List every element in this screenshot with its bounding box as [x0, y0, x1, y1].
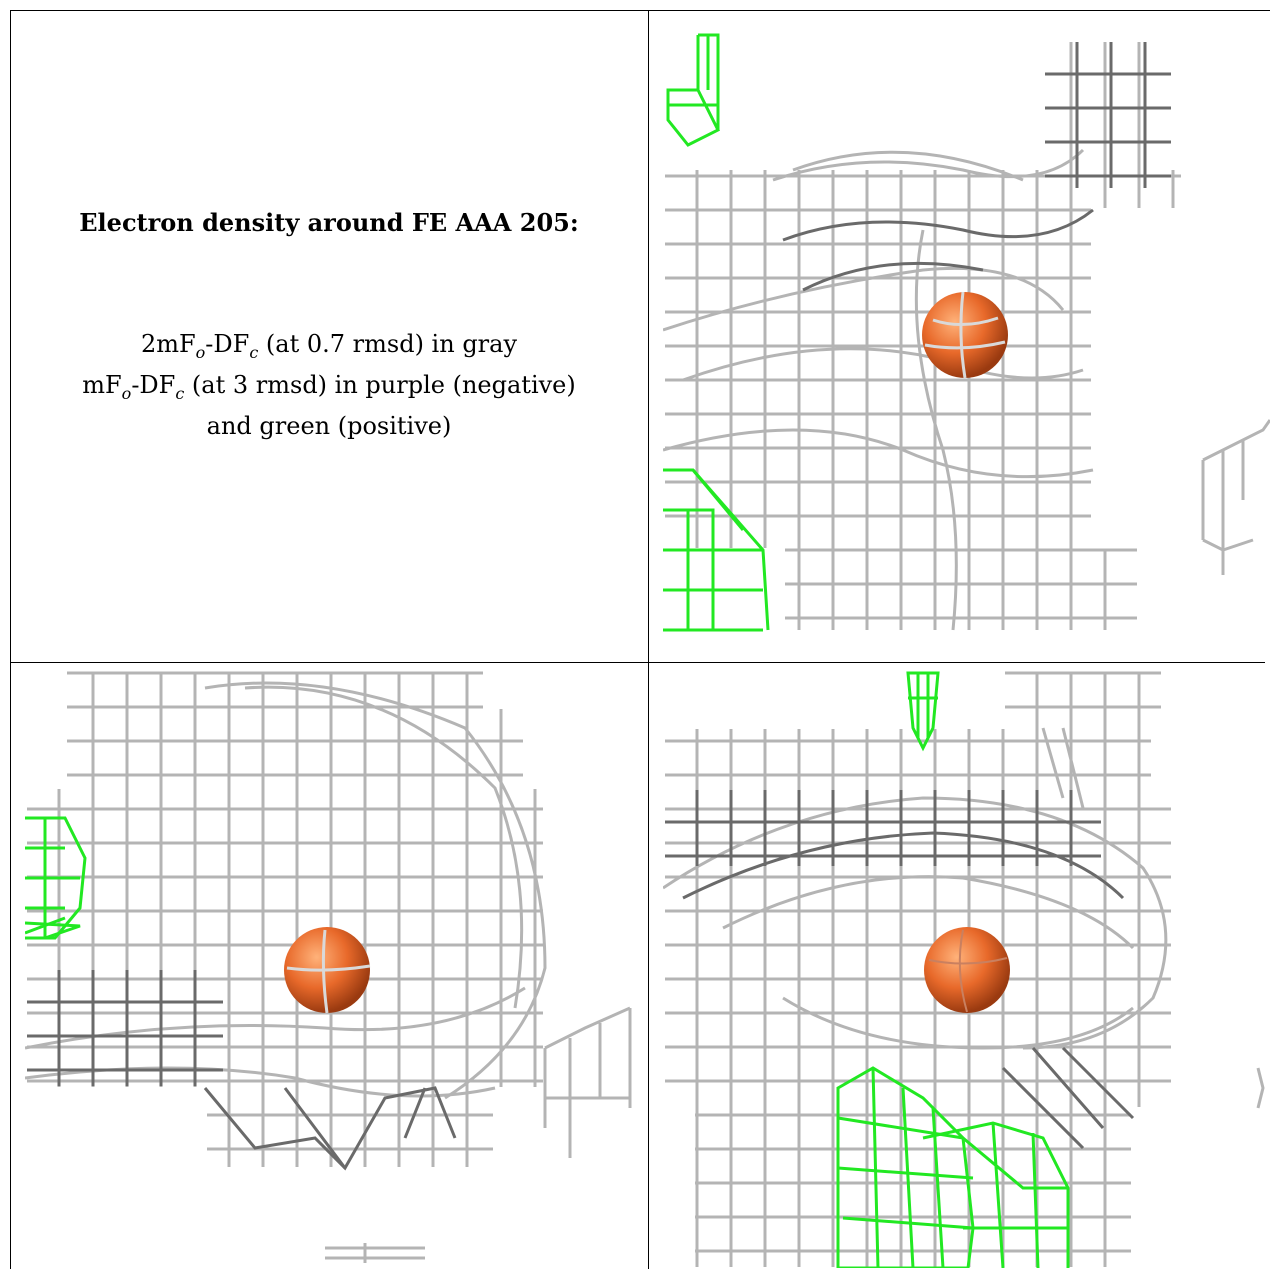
mesh-contour [682, 347, 1084, 382]
mesh-contour [802, 261, 984, 292]
mesh-fofc-positive-green [663, 33, 770, 632]
frame-top-border [10, 10, 648, 11]
mesh-contour [962, 1122, 1068, 1268]
mesh-contour [722, 875, 1135, 950]
frame-top-border-right [648, 10, 1270, 11]
frame-middle-rule [10, 662, 1265, 663]
mesh-contour [666, 35, 721, 147]
mesh-contour [871, 1067, 945, 1268]
caption-line-positive: and green (positive) [206, 411, 452, 440]
mesh-2fofc-gray [663, 42, 1270, 631]
mesh-2fofc-dark [782, 42, 1171, 292]
fe-atom-sphere [924, 927, 1010, 1013]
mesh-contour [25, 916, 81, 940]
density-view-bottom-right [663, 668, 1270, 1268]
density-mesh-bottom-left [25, 671, 632, 1263]
mesh-contour [663, 266, 1065, 332]
mesh-over-atom [924, 291, 1006, 379]
density-mesh-bottom-right [663, 671, 1265, 1268]
density-view-bottom-left [25, 668, 632, 1268]
mesh-contour [1256, 1067, 1265, 1109]
mesh-contour [663, 796, 1168, 1050]
mesh-contour [922, 1121, 1070, 1268]
density-view-top-right [663, 30, 1270, 638]
caption-line-fofc: mFo-DFc (at 3 rmsd) in purple (negative) [82, 370, 576, 403]
caption-title: Electron density around FE AAA 205: [79, 208, 579, 237]
mesh-fofc-positive-green [25, 816, 87, 940]
frame-left-border [10, 10, 11, 1269]
mesh-contour [663, 468, 770, 631]
mesh-contour [25, 816, 87, 940]
mesh-contour [1201, 440, 1245, 575]
mesh-contour [682, 831, 1125, 900]
mesh-contour [204, 681, 547, 1100]
mesh-contour [792, 150, 1024, 182]
mesh-contour [325, 1243, 425, 1263]
mesh-contour [914, 229, 958, 631]
mesh-contour [782, 996, 1134, 1050]
caption-line-2fofc: 2mFo-DFc (at 0.7 rmsd) in gray [140, 330, 518, 362]
mesh-contour [244, 685, 524, 1009]
mesh-contour [908, 673, 938, 738]
mesh-over-atom [286, 929, 371, 1014]
fe-atom-grid [928, 929, 1008, 1013]
mesh-contour [1202, 419, 1270, 462]
caption-description: 2mFo-DFc (at 0.7 rmsd) in gray mFo-DFc (… [10, 328, 648, 442]
mesh-contour [782, 208, 1094, 242]
mesh-contour [663, 469, 763, 632]
mesh-contour [1001, 1046, 1135, 1150]
mesh-contour [543, 1008, 632, 1158]
mesh-2fofc-gray [25, 671, 632, 1263]
mesh-contour [1202, 538, 1254, 552]
frame-middle-border [648, 10, 649, 1269]
fe-atom-sphere [922, 292, 1008, 378]
mesh-contour [25, 986, 526, 1050]
mesh-contour [836, 1066, 975, 1268]
mesh-2fofc-dark [665, 790, 1135, 1150]
mesh-contour [1041, 727, 1085, 809]
mesh-contour [283, 1087, 427, 1169]
mesh-contour [772, 148, 1085, 182]
mesh-fofc-positive-green [836, 671, 1070, 1268]
mesh-2fofc-dark [27, 970, 457, 1171]
caption-cell: Electron density around FE AAA 205: 2mFo… [10, 10, 648, 662]
mesh-contour [668, 33, 720, 130]
mesh-contour [25, 818, 80, 938]
mesh-contour [544, 1006, 631, 1050]
density-mesh-top-right [663, 33, 1270, 632]
mesh-contour [663, 428, 1094, 479]
